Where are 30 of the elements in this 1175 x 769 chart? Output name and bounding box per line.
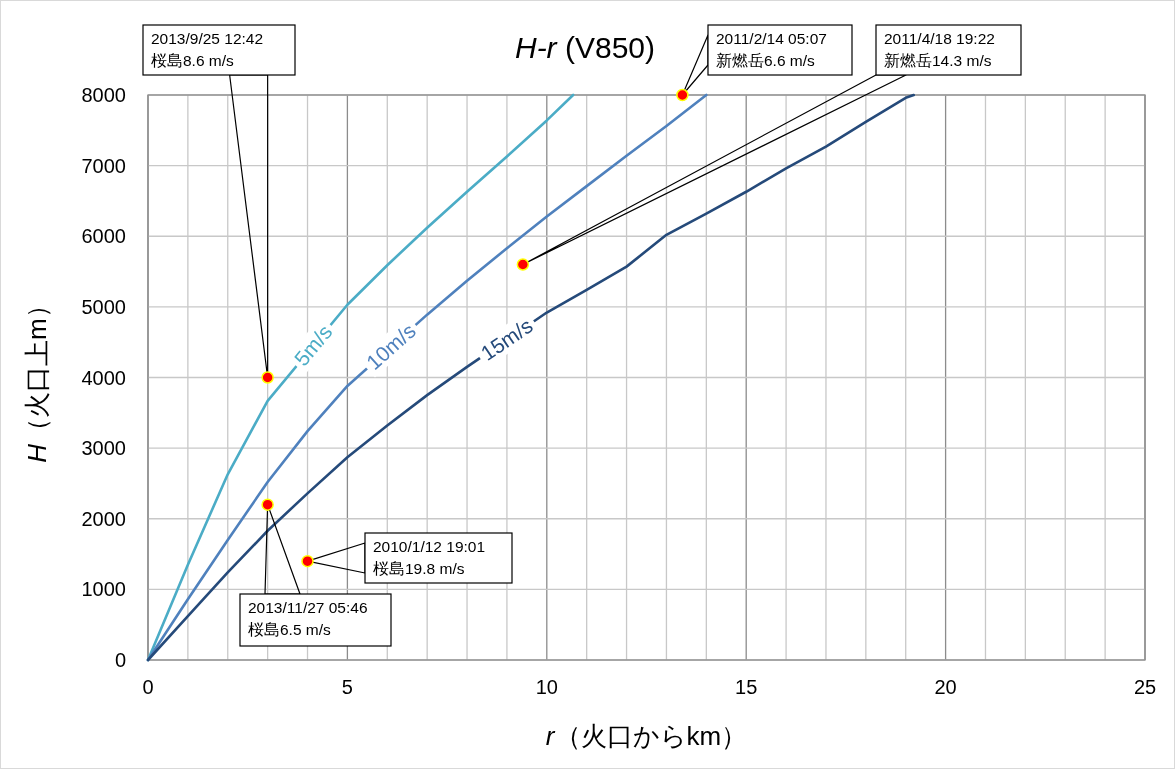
x-tick-label: 25 — [1133, 676, 1157, 698]
chart-title: H-r (V850) — [514, 31, 656, 64]
point — [261, 371, 274, 384]
x-tick-label: 10 — [535, 676, 558, 698]
point — [301, 554, 314, 568]
line-series — [146, 93, 915, 662]
y-tick-label: 0 — [114, 649, 126, 671]
y-tick-label: 2000 — [81, 507, 126, 530]
point — [261, 498, 274, 511]
y-tick-label: 3000 — [81, 437, 126, 460]
annotation: 2013/11/27 05:46 桜島6.5 m/s — [248, 599, 368, 638]
y-tick-label: 8000 — [81, 84, 126, 106]
point — [516, 258, 530, 271]
y-tick-label: 6000 — [81, 225, 126, 248]
x-tick-label: 20 — [934, 676, 957, 698]
y-tick-label: 1000 — [81, 578, 126, 601]
annotation: 2010/1/12 19:01 桜島19.8 m/s — [373, 538, 486, 577]
text: 2011/2/14 05:07 新燃岳6.6 m/s — [716, 30, 827, 69]
point — [676, 88, 689, 102]
text: 2011/4/18 19:22 新燃岳14.3 m/s — [884, 30, 995, 69]
x-axis-title: r（火口からkm） — [545, 721, 748, 751]
y-tick-label: 7000 — [81, 154, 126, 177]
y-tick-label: 5000 — [81, 295, 126, 318]
x-tick-label: 15 — [735, 676, 758, 698]
line-series — [146, 93, 708, 662]
text: 2013/9/25 12:42 桜島8.6 m/s — [151, 30, 264, 69]
x-tick-label: 0 — [142, 676, 154, 698]
y-axis-title: H（火口上m） — [22, 292, 52, 463]
x-tick-label: 5 — [341, 676, 353, 698]
y-tick-label: 4000 — [81, 366, 126, 389]
